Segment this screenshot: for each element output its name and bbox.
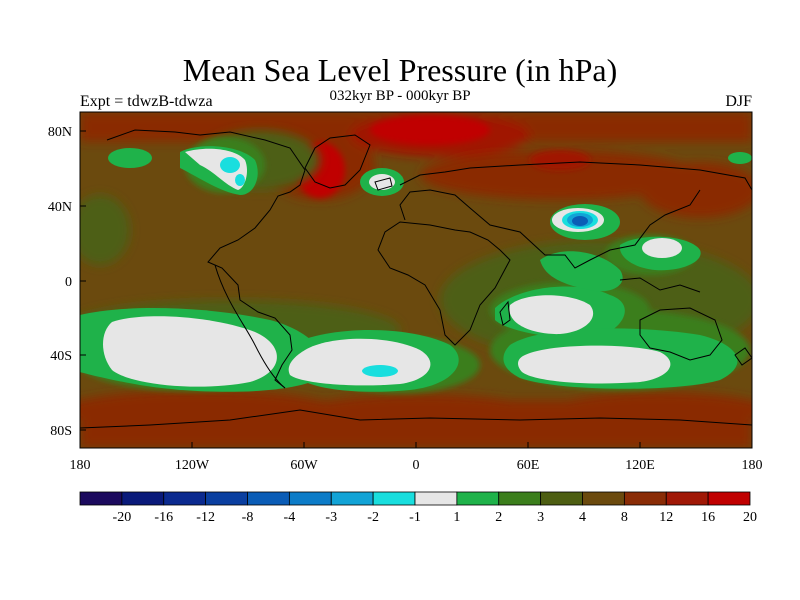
colorbar-swatch (540, 491, 583, 506)
colorbar-label: 12 (659, 510, 673, 525)
colorbar-label: -3 (325, 510, 337, 525)
colorbar-label: -2 (367, 510, 379, 525)
season-label: DJF (725, 93, 752, 110)
south-indian-low (518, 345, 671, 384)
east-pacific-olive (80, 195, 130, 265)
experiment-label: Expt = tdwzB-tdwza (80, 93, 213, 110)
lat-axis: 80N 40N 0 40S 80S (48, 125, 86, 439)
coast-new-zealand (734, 347, 752, 366)
colorbar-swatch (288, 491, 332, 506)
colorbar-swatch (582, 491, 625, 506)
colorbar-label: -1 (409, 510, 421, 525)
colorbar-label: -16 (154, 510, 173, 525)
coast-australia (639, 307, 723, 361)
colorbar-label: 4 (579, 510, 586, 525)
colorbar-swatch (414, 491, 458, 506)
map-field (80, 112, 752, 448)
lon-label-120w: 120W (175, 458, 210, 473)
colorbar-label: -12 (196, 510, 215, 525)
coast-greenland (304, 134, 371, 189)
lon-label-180e: 180 (742, 458, 763, 473)
south-pacific-high-band (80, 390, 340, 430)
map-subtitle: 032kyr BP - 000kyr BP (329, 88, 471, 104)
lon-axis: 180 120W 60W 0 60E 120E 180 (70, 442, 763, 473)
arctic-high-core (370, 115, 490, 145)
north-america-low-core (220, 157, 240, 173)
colorbar-swatch (205, 491, 248, 506)
map-title: Mean Sea Level Pressure (in hPa) (182, 52, 618, 88)
lat-label-40n: 40N (48, 200, 72, 215)
lat-label-80s: 80S (50, 424, 72, 439)
colorbar: -20 -16 -12 -8 -4 -3 -2 -1 1 2 3 4 8 12 16 20 (79, 491, 757, 525)
north-america-low-core-2 (235, 174, 245, 186)
coast-eurasia-south (399, 189, 701, 269)
lat-label-40s: 40S (50, 349, 72, 364)
coast-africa (377, 221, 511, 346)
colorbar-swatch (330, 491, 374, 506)
coast-iceland (374, 177, 393, 191)
lon-label-180w: 180 (70, 458, 91, 473)
coast-antarctica (80, 409, 752, 429)
colorbar-swatch (121, 491, 165, 506)
colorbar-swatch (79, 491, 123, 506)
lon-label-60e: 60E (517, 458, 540, 473)
east-siberia-high-band (640, 162, 752, 218)
siberia-high-band (420, 150, 700, 200)
lon-label-120e: 120E (625, 458, 655, 473)
tibet-low (572, 216, 588, 226)
lon-label-0: 0 (413, 458, 420, 473)
colorbar-label: 20 (743, 510, 757, 525)
colorbar-swatch (456, 491, 500, 506)
lat-label-80n: 80N (48, 125, 72, 140)
colorbar-label: -8 (242, 510, 254, 525)
tropical-atlantic-low (509, 295, 594, 335)
colorbar-label: 8 (621, 510, 628, 525)
siberia-high-core (530, 150, 590, 170)
coast-americas (106, 129, 306, 389)
colorbar-swatch (665, 491, 709, 506)
coast-eurasia-north (399, 161, 752, 191)
alaska-green (108, 148, 152, 168)
colorbar-swatch (623, 491, 667, 506)
lon-label-60w: 60W (290, 458, 318, 473)
colorbar-swatch (247, 491, 290, 506)
south-indian-high-band (550, 392, 752, 428)
coast-indonesia (619, 277, 701, 293)
colorbar-label: 16 (701, 510, 715, 525)
colorbar-label: 3 (537, 510, 544, 525)
colorbar-swatch (707, 491, 751, 506)
colorbar-label: 2 (495, 510, 502, 525)
coast-south-america-west (214, 264, 286, 389)
colorbar-label: -4 (284, 510, 296, 525)
lat-label-0: 0 (65, 275, 72, 290)
indian-ocean-green (540, 251, 623, 292)
coastlines (80, 129, 752, 429)
south-pacific-low (103, 316, 277, 387)
kamchatka-green (728, 152, 752, 164)
colorbar-swatch (163, 491, 207, 506)
coast-madagascar (499, 300, 511, 326)
colorbar-swatch (498, 491, 542, 506)
colorbar-label: 1 (453, 510, 460, 525)
south-atlantic-high-band (300, 394, 540, 430)
colorbar-label: -20 (113, 510, 132, 525)
south-atlantic-low-core (362, 365, 398, 377)
colorbar-swatch (372, 491, 416, 506)
west-pacific-white (642, 238, 682, 258)
